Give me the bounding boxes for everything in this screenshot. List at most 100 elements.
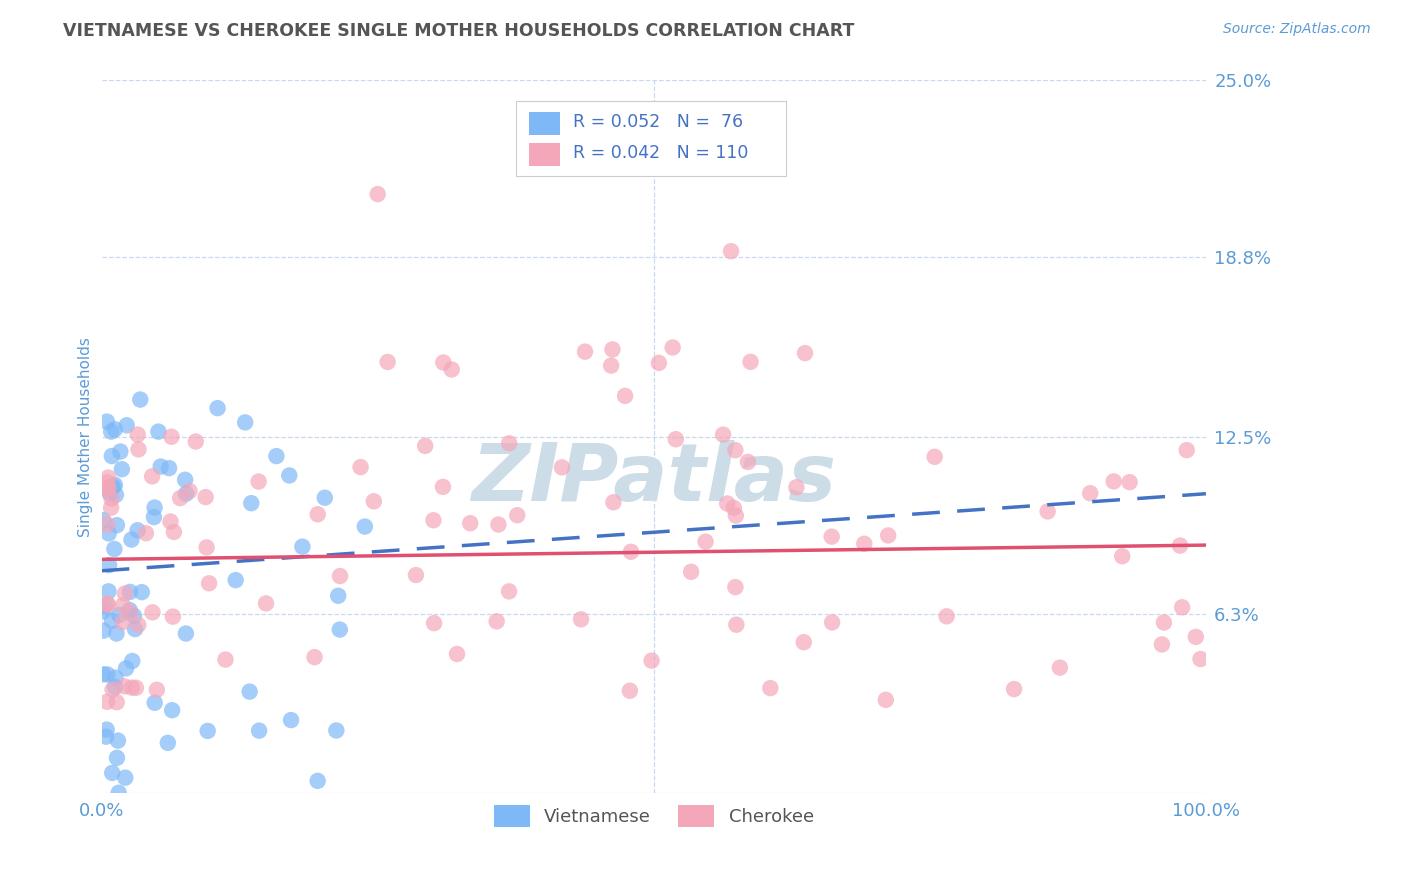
Point [125,681,148,695]
Point [247,723,270,738]
Point [100,491,122,506]
Point [156,736,179,750]
Point [103,479,125,493]
Point [724,580,747,594]
Point [160,703,183,717]
Point [118,606,141,620]
Point [498,584,520,599]
Point [821,530,844,544]
Point [446,647,468,661]
Bar [529,112,560,135]
Point [314,491,336,505]
Point [280,713,302,727]
Point [94,730,117,744]
Point [329,569,352,583]
Point [159,515,181,529]
Point [94,599,117,614]
Point [128,442,150,457]
Point [725,617,748,632]
Point [101,449,124,463]
Point [111,599,134,613]
Point [620,545,643,559]
Point [148,425,170,439]
Point [574,344,596,359]
Point [96,475,118,490]
Point [225,573,247,587]
Point [146,682,169,697]
Point [740,355,762,369]
Point [96,723,118,737]
Point [115,418,138,433]
Point [101,614,124,628]
Text: Source: ZipAtlas.com: Source: ZipAtlas.com [1223,22,1371,37]
Point [1175,443,1198,458]
Point [349,460,371,475]
Point [737,455,759,469]
Point [695,534,717,549]
Point [121,681,143,695]
Bar [529,144,560,166]
Point [97,481,120,495]
Point [266,449,288,463]
Point [114,586,136,600]
Point [194,490,217,504]
Point [97,598,120,612]
Point [716,496,738,510]
Point [96,667,118,681]
Point [720,244,742,259]
Point [1185,630,1208,644]
Point [127,523,149,537]
Point [174,473,197,487]
Point [97,526,120,541]
Point [104,478,127,492]
Point [1102,475,1125,489]
Point [307,773,329,788]
Point [104,488,127,502]
Point [108,607,131,622]
Point [114,771,136,785]
Point [432,355,454,369]
Point [141,469,163,483]
Point [498,436,520,450]
Point [506,508,529,523]
Point [1153,615,1175,630]
Point [1171,600,1194,615]
Point [661,341,683,355]
Point [91,513,114,527]
Point [118,585,141,599]
Point [711,427,734,442]
Point [169,491,191,505]
Point [118,603,141,617]
Point [240,496,263,510]
Point [195,541,218,555]
Point [96,415,118,429]
Point [121,654,143,668]
Point [304,650,326,665]
Point [97,584,120,599]
Point [105,695,128,709]
Point [614,389,637,403]
Point [91,604,114,618]
Text: ZIPatlas: ZIPatlas [471,441,837,518]
Point [1036,504,1059,518]
Point [486,517,509,532]
Point [485,615,508,629]
Point [122,608,145,623]
Point [163,524,186,539]
Point [875,693,897,707]
Point [793,635,815,649]
Point [111,462,134,476]
FancyBboxPatch shape [516,102,786,177]
Point [423,616,446,631]
Point [924,450,946,464]
Point [111,615,134,629]
Point [174,486,197,500]
Point [143,500,166,515]
Point [291,540,314,554]
Point [96,483,118,497]
Point [1111,549,1133,564]
Point [432,480,454,494]
Point [569,612,592,626]
Point [162,609,184,624]
Point [619,683,641,698]
